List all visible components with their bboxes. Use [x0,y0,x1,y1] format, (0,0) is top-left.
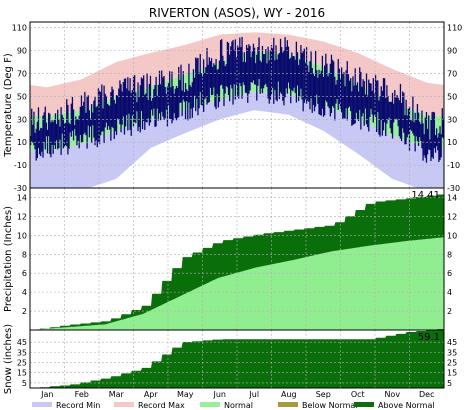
month-label: May [177,390,194,399]
snow-y-axis-label: Snow (inches) [3,324,14,394]
month-label: Aug [281,390,297,399]
month-label: Jul [248,390,259,399]
y-tick-label-right: 14 [447,193,457,202]
y-tick-label-left: 25 [17,359,27,368]
y-tick-label-right: -30 [447,184,460,193]
grid-lines [30,330,444,388]
temperature-y-axis-label: Temperature (Deg F) [3,53,14,158]
y-tick-label-left: -10 [14,161,27,170]
y-tick-label-right: 70 [447,70,457,79]
month-label: Feb [75,390,89,399]
y-tick-label-left: 2 [22,307,27,316]
legend-label: Above Normal [378,401,435,410]
y-tick-label-left: 90 [17,47,27,56]
y-tick-label-right: 15 [447,369,457,378]
observed-temperature-bars [29,36,445,163]
legend-swatch [32,402,52,407]
legend-label: Normal [224,401,253,410]
y-tick-label-left: 10 [17,231,27,240]
record-min-band [30,91,444,194]
chart-legend: Record Min Record Max Normal Below Normal Ab… [32,401,435,410]
y-tick-label-right: 12 [447,212,457,221]
chart-title: RIVERTON (ASOS), WY - 2016 [149,6,325,20]
legend-label: Record Min [56,401,100,410]
y-tick-label-right: 30 [447,115,457,124]
legend-swatch [200,402,220,407]
y-tick-label-left: 8 [22,250,27,259]
legend-label: Record Max [138,401,185,410]
y-tick-label-right: -10 [447,161,460,170]
legend-swatch [114,402,134,407]
month-labels: Jan Feb Mar Apr May Jun Jul Aug Sep Oct Nov Dec [40,390,434,399]
y-tick-label-left: 45 [17,338,27,347]
chart-panels: -30 -30 -10 -10 10 10 30 30 50 50 70 70 90 90 110 110 Te… [3,21,462,394]
y-tick-label-left: 110 [12,24,27,33]
panel-frame [29,329,445,389]
month-label: Sep [316,390,331,399]
y-tick-label-right: 5 [447,379,452,388]
y-tick-label-right: 35 [447,348,457,357]
y-tick-label-left: 12 [17,212,27,221]
y-tick-label-right: 2 [447,307,452,316]
month-label: Dec [419,390,434,399]
y-tick-label-right: 45 [447,338,457,347]
y-tick-label-left: 10 [17,138,27,147]
y-tick-label-left: 50 [17,92,27,101]
y-tick-label-left: 15 [17,369,27,378]
normal-band [30,51,444,152]
record-max-band [30,32,444,116]
y-tick-label-right: 90 [447,47,457,56]
y-tick-label-left: 14 [17,193,27,202]
precipitation-y-axis-label: Precipitation (Inches) [3,206,14,312]
precipitation-total-label: 14.41 [411,190,440,201]
legend-swatch [278,402,298,407]
legend-swatch [354,402,374,407]
y-tick-label-left: 35 [17,348,27,357]
month-label: Jun [213,390,227,399]
y-tick-label-left: 5 [22,379,27,388]
y-tick-label-left: 6 [22,269,27,278]
month-label: Nov [384,390,400,399]
y-tick-label-right: 50 [447,92,457,101]
y-tick-label-right: 4 [447,288,452,297]
month-label: Apr [144,390,159,399]
snow-total-label: 59.1 [418,332,440,343]
legend-label: Below Normal [302,401,358,410]
y-tick-label-left: 70 [17,70,27,79]
y-tick-label-right: 6 [447,269,452,278]
y-tick-label-left: 30 [17,115,27,124]
month-label: Jan [40,390,53,399]
y-tick-label-right: 8 [447,250,452,259]
month-label: Mar [109,390,125,399]
panel-temperature: -30 -30 -10 -10 10 10 30 30 50 50 70 70 90 90 110 110 Te… [3,21,462,194]
y-tick-label-right: 25 [447,359,457,368]
y-tick-label-left: -30 [14,184,27,193]
y-tick-label-left: 4 [22,288,27,297]
y-tick-label-right: 10 [447,138,457,147]
grid-lines [30,188,444,330]
y-tick-label-right: 110 [447,24,462,33]
y-tick-label-right: 10 [447,231,457,240]
month-label: Oct [351,390,365,399]
